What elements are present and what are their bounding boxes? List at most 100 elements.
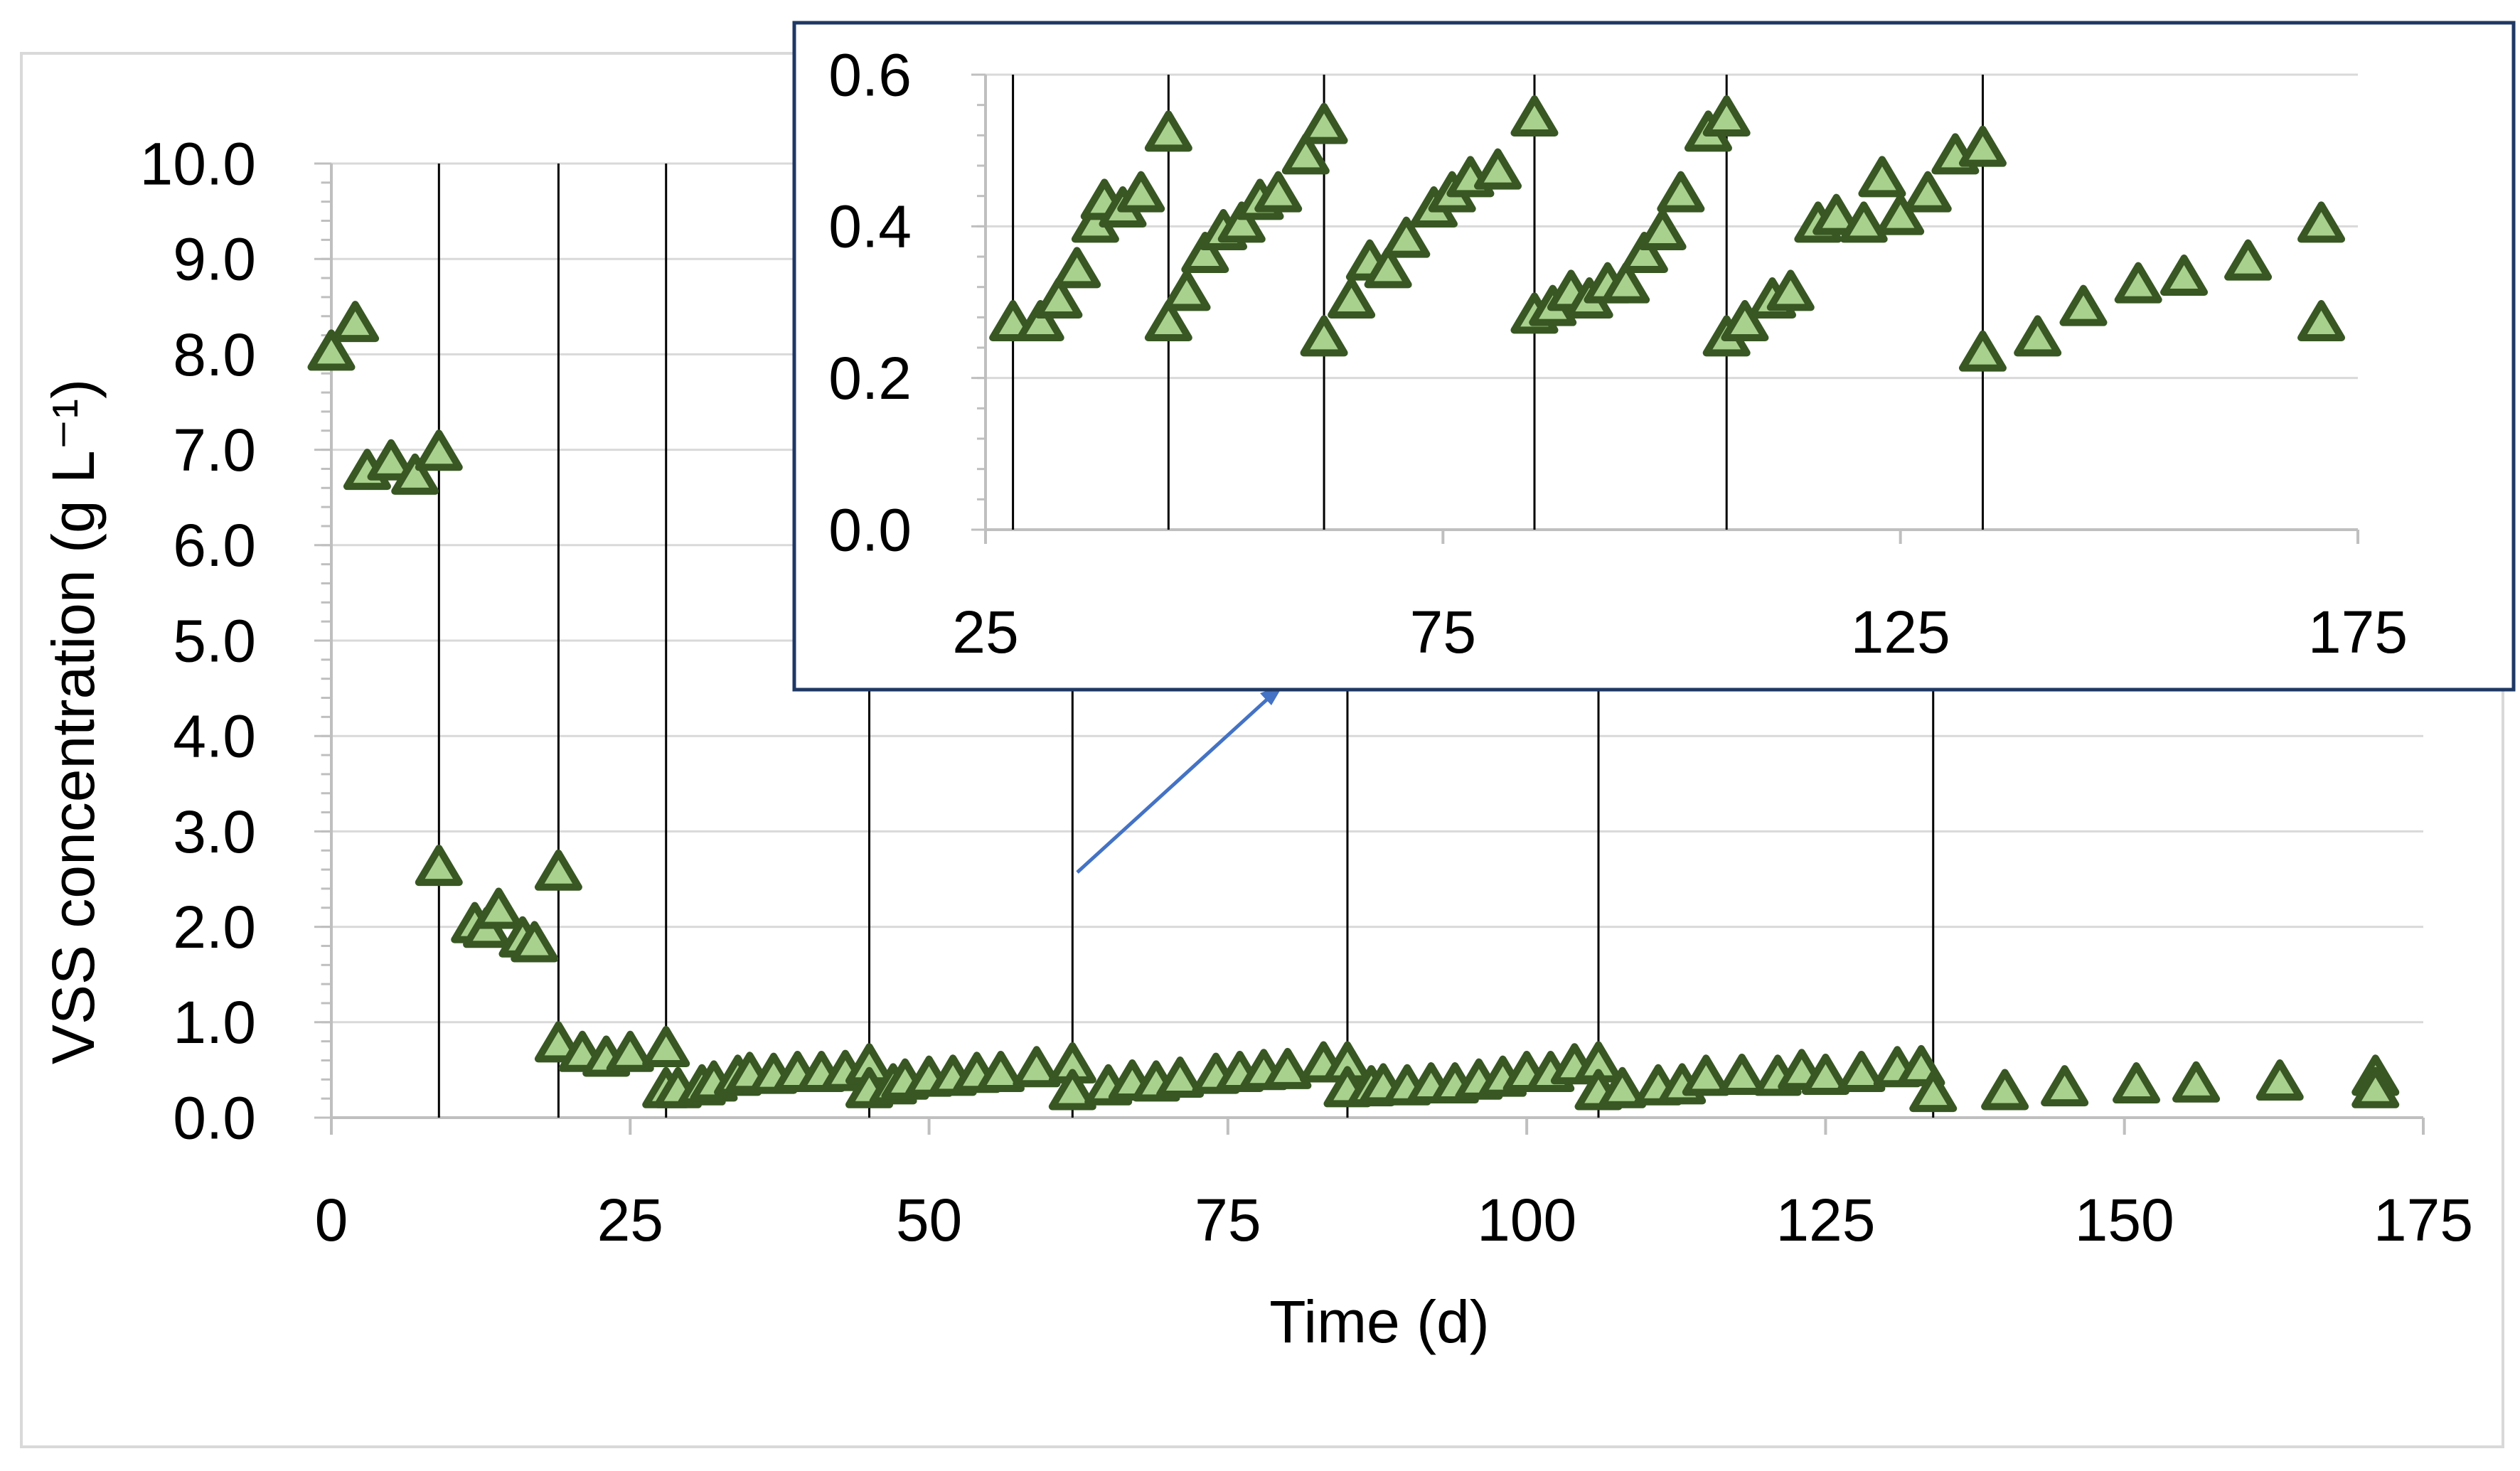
data-point — [415, 845, 463, 887]
x-tick-label: 175 — [2308, 599, 2408, 665]
data-point — [1718, 1053, 1766, 1095]
data-point — [2059, 284, 2108, 326]
data-point — [606, 1030, 654, 1072]
data-point — [1300, 102, 1348, 144]
data-point — [2297, 201, 2346, 243]
data-point — [1163, 269, 1211, 311]
x-tick-label: 175 — [2374, 1187, 2473, 1253]
data-point — [1328, 277, 1376, 319]
data-point — [2014, 315, 2062, 357]
data-point — [2113, 1062, 2161, 1104]
data-point — [976, 1050, 1025, 1092]
data-point — [1598, 1066, 1647, 1108]
data-point — [2114, 262, 2162, 304]
y-axis-title: VSS concentration (g L⁻¹) — [40, 379, 107, 1064]
data-point — [1217, 201, 1266, 243]
data-point — [1837, 1050, 1886, 1092]
y-tick-label: 0.0 — [173, 1084, 256, 1151]
data-point — [2297, 300, 2346, 341]
data-point — [1510, 95, 1559, 137]
main-axes — [314, 162, 2425, 1135]
y-tick-label: 10.0 — [140, 130, 257, 197]
y-tick-label: 3.0 — [173, 798, 256, 865]
y-tick-label: 0.0 — [828, 496, 912, 563]
data-point — [1602, 262, 1650, 304]
data-point — [1721, 300, 1769, 341]
y-tick-label: 9.0 — [173, 226, 256, 293]
data-point — [1053, 247, 1101, 289]
data-point — [1144, 110, 1192, 152]
data-point — [1840, 201, 1888, 243]
data-point — [415, 429, 463, 471]
y-tick-label: 0.2 — [828, 345, 912, 412]
y-tick-label: 0.6 — [828, 41, 912, 108]
data-point — [1801, 1053, 1849, 1095]
data-point — [1909, 1071, 1958, 1113]
data-point — [2172, 1061, 2221, 1103]
data-point — [367, 439, 415, 481]
y-tick-label: 6.0 — [173, 512, 256, 579]
x-tick-label: 50 — [896, 1187, 962, 1253]
data-point — [1013, 1046, 1061, 1088]
x-tick-label: 0 — [315, 1187, 348, 1253]
data-point — [1904, 171, 1952, 213]
data-point — [474, 887, 523, 929]
data-point — [307, 329, 356, 371]
data-point — [1981, 1069, 2029, 1111]
data-point — [2224, 239, 2273, 281]
x-tick-label: 75 — [1410, 599, 1476, 665]
inset-data-points — [989, 95, 2346, 372]
data-point — [1016, 300, 1064, 341]
inset-frame — [792, 21, 2516, 692]
y-tick-label: 8.0 — [173, 321, 256, 388]
data-point — [1300, 315, 1348, 357]
x-tick-label: 125 — [1776, 1187, 1875, 1253]
data-point — [1620, 232, 1668, 273]
data-point — [1876, 193, 1925, 235]
data-point — [1958, 330, 2007, 372]
data-point — [534, 1021, 582, 1063]
data-point — [1657, 171, 1705, 213]
main-x-tick-labels: 0 25 50 75 100 125 150 175 — [315, 1187, 2473, 1253]
data-point — [1156, 1057, 1205, 1098]
data-point — [1958, 125, 2007, 167]
y-tick-label: 5.0 — [173, 607, 256, 674]
data-point — [1117, 171, 1165, 213]
data-point — [1474, 148, 1522, 190]
data-point — [1035, 277, 1083, 319]
x-tick-label: 75 — [1195, 1187, 1261, 1253]
data-point — [1181, 232, 1229, 273]
data-point — [1382, 216, 1431, 258]
data-point — [1858, 156, 1906, 198]
x-tick-label: 150 — [2075, 1187, 2174, 1253]
x-tick-label: 25 — [597, 1187, 663, 1253]
x-tick-label: 125 — [1851, 599, 1950, 665]
data-point — [534, 849, 582, 891]
data-point — [2160, 255, 2209, 296]
x-tick-label: 25 — [952, 599, 1018, 665]
y-tick-label: 1.0 — [173, 989, 256, 1056]
data-point — [1144, 300, 1192, 341]
data-point — [1281, 133, 1330, 175]
inset-axes — [971, 73, 2359, 544]
data-point — [1364, 247, 1412, 289]
y-tick-label: 7.0 — [173, 417, 256, 483]
inset-x-tick-labels: 25 75 125 175 — [952, 599, 2408, 665]
data-point — [642, 1026, 690, 1068]
data-point — [2041, 1065, 2089, 1107]
x-axis-title: Time (d) — [1269, 1288, 1490, 1355]
inset-y-tick-labels: 0.0 0.2 0.4 0.6 — [828, 41, 912, 563]
data-point — [1702, 95, 1751, 137]
data-point — [1264, 1047, 1312, 1089]
inset-arrow-line — [1076, 688, 1279, 874]
data-point — [2351, 1066, 2400, 1108]
data-point — [2255, 1059, 2304, 1101]
main-data-points — [307, 301, 2400, 1113]
inset-plot: 0.0 0.2 0.4 0.6 25 75 125 175 — [792, 21, 2516, 692]
data-point — [1254, 171, 1303, 213]
data-point — [1812, 193, 1861, 235]
main-y-tick-labels: 0.0 1.0 2.0 3.0 4.0 5.0 6.0 7.0 8.0 9.0 10.0 — [140, 130, 257, 1151]
data-point — [1766, 269, 1815, 311]
